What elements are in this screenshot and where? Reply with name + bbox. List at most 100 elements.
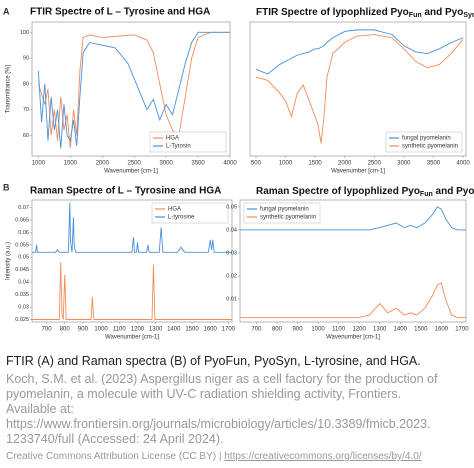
x-axis-label: Wavenumber [cm-1] (104, 169, 158, 175)
x-tick-label: 3500 (191, 161, 205, 167)
x-tick-label: 1500 (308, 161, 322, 167)
y-tick-label: 0.04 (226, 227, 237, 233)
y-tick-label: 0.03 (18, 305, 29, 311)
title-part: Fun (420, 191, 433, 198)
title-part: Syn (463, 12, 474, 19)
y-tick-label: 0.055 (15, 242, 29, 248)
spectrum-line (32, 262, 232, 320)
x-tick-label: 1000 (94, 327, 108, 333)
x-axis-label: Wavenumber [cm-1] (105, 335, 159, 341)
x-tick-label: 1200 (352, 327, 366, 333)
chart-title: Raman Spectre of lypophlized PyoFun and … (256, 186, 474, 199)
license-text: Creative Commons Attribution License (CC… (6, 451, 217, 462)
x-tick-label: 800 (272, 327, 283, 333)
citation-line: Available at: (6, 402, 74, 416)
legend-label: synthetic pyomelanin (402, 144, 458, 150)
citation-line: https://www.frontiersin.org/journals/mic… (6, 417, 431, 431)
y-tick-label: 0.03 (226, 250, 237, 256)
spectrum-line (32, 202, 232, 253)
x-tick-label: 900 (293, 327, 304, 333)
x-tick-label: 1200 (131, 327, 145, 333)
x-tick-label: 2000 (96, 161, 110, 167)
citation-line: pyomelanin, a molecule with UV-C radiati… (6, 387, 402, 401)
x-tick-label: 2000 (338, 161, 352, 167)
citation-line: 1233740/full (Accessed: 24 April 2024). (6, 432, 224, 446)
x-tick-label: 1600 (204, 327, 218, 333)
legend-label: synthetic pyomelanin (260, 215, 316, 221)
x-tick-label: 1300 (149, 327, 163, 333)
y-tick-label: 80 (23, 81, 29, 87)
x-tick-label: 4000 (456, 161, 470, 167)
x-tick-label: 3500 (427, 161, 441, 167)
panel-label: A (3, 6, 10, 16)
legend-label: HGA (168, 207, 181, 213)
y-tick-label: 0.025 (15, 317, 29, 323)
x-tick-label: 3000 (397, 161, 411, 167)
x-tick-label: 700 (42, 327, 53, 333)
y-tick-label: 0.02 (226, 273, 237, 279)
y-tick-label: 90 (23, 56, 29, 62)
x-tick-label: 1600 (435, 327, 449, 333)
x-axis-label: Wavenumber [cm-1] (326, 335, 380, 341)
spectrum-line (255, 29, 464, 75)
y-tick-label: 100 (20, 30, 29, 36)
x-tick-label: 1100 (113, 327, 127, 333)
legend-box (151, 202, 229, 224)
y-axis-label: Intensity (a.u.) (6, 242, 12, 280)
x-tick-label: 2500 (368, 161, 382, 167)
x-tick-label: 900 (78, 327, 89, 333)
legend-label: L-tyrosine (168, 215, 195, 221)
y-tick-label: 0.05 (18, 255, 29, 261)
x-tick-label: 1700 (455, 327, 469, 333)
legend-label: L-Tyrosin (166, 144, 191, 150)
plot-frame (31, 199, 233, 323)
legend-box (149, 131, 227, 153)
spectrum-line (37, 31, 230, 149)
y-tick-label: 0.045 (15, 267, 29, 273)
separator: | (218, 451, 222, 462)
y-tick-label: 0.04 (18, 280, 29, 286)
chart-title: Raman Spectre of L – Tyrosine and HGA (30, 186, 221, 197)
caption-heading: FTIR (A) and Raman spectra (B) of PyoFun… (6, 354, 421, 368)
x-tick-label: 1000 (32, 161, 46, 167)
spectrum-line (255, 34, 464, 144)
x-tick-label: 1400 (167, 327, 181, 333)
y-tick-label: 0.065 (15, 217, 29, 223)
x-axis-label: Wavenumber [cm-1] (331, 169, 385, 175)
title-part: and Pyo (433, 186, 474, 197)
x-tick-label: 1700 (222, 327, 236, 333)
license: Creative Commons Attribution License (CC… (6, 451, 422, 462)
x-tick-label: 4000 (223, 161, 237, 167)
legend-box (243, 202, 321, 224)
license-link[interactable]: https://creativecommons.org/licenses/by/… (224, 451, 422, 462)
title-part: Fun (409, 12, 422, 19)
x-tick-label: 1400 (394, 327, 408, 333)
y-tick-label: 70 (23, 107, 29, 113)
spectrum-line (240, 282, 466, 318)
x-tick-label: 1100 (332, 327, 346, 333)
plot-frame (249, 21, 467, 157)
title-part: Raman Spectre of lypophlized Pyo (256, 186, 420, 197)
legend-label: fungal pyomelanin (260, 207, 309, 213)
x-tick-label: 1500 (64, 161, 78, 167)
legend-box (385, 131, 463, 153)
citation-line: Koch, S.M. et al. (2023) Aspergillus nig… (6, 372, 438, 386)
charts: A B FTIR Spectre of L – Tyrosine and HGA… (3, 6, 474, 341)
plot-frame (31, 21, 231, 157)
y-tick-label: 0.05 (226, 204, 237, 210)
x-tick-label: 700 (251, 327, 262, 333)
x-tick-label: 500 (251, 161, 262, 167)
plot-frame (239, 199, 467, 323)
title-part: and Pyo (422, 7, 464, 18)
x-tick-label: 1000 (279, 161, 293, 167)
y-tick-label: 0.06 (18, 230, 29, 236)
y-tick-label: 0.035 (15, 292, 29, 298)
x-tick-label: 1000 (311, 327, 325, 333)
x-tick-label: 2500 (128, 161, 142, 167)
x-tick-label: 1500 (414, 327, 428, 333)
y-tick-label: 60 (23, 133, 29, 139)
panel-label: B (3, 182, 10, 192)
legend-label: fungal pyomelanin (402, 136, 451, 142)
y-axis-label: Transmittance [%] (6, 65, 12, 113)
